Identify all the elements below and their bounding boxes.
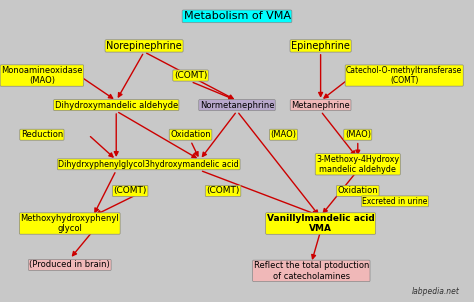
Text: 3-Methoxy-4Hydroxy
mandelic aldehyde: 3-Methoxy-4Hydroxy mandelic aldehyde xyxy=(316,155,399,174)
Text: (COMT): (COMT) xyxy=(113,186,147,195)
Text: Methoxyhydroxyphenyl
glycol: Methoxyhydroxyphenyl glycol xyxy=(20,214,119,233)
Text: Epinephrine: Epinephrine xyxy=(291,41,350,51)
Text: Vanillylmandelic acid
VMA: Vanillylmandelic acid VMA xyxy=(267,214,374,233)
Text: Normetanephrine: Normetanephrine xyxy=(200,101,274,110)
Text: labpedia.net: labpedia.net xyxy=(412,287,460,296)
Text: Metanephrine: Metanephrine xyxy=(291,101,350,110)
Text: Oxidation: Oxidation xyxy=(337,186,378,195)
Text: Oxidation: Oxidation xyxy=(170,130,211,139)
Text: Reflect the total ptoduction
of catecholamines: Reflect the total ptoduction of catechol… xyxy=(254,261,369,281)
Text: Excreted in urine: Excreted in urine xyxy=(362,197,428,206)
Text: (MAO): (MAO) xyxy=(345,130,371,139)
Text: (COMT): (COMT) xyxy=(206,186,240,195)
Text: Reduction: Reduction xyxy=(21,130,63,139)
Text: Dihydroxymandelic aldehyde: Dihydroxymandelic aldehyde xyxy=(55,101,178,110)
Text: (Produced in brain): (Produced in brain) xyxy=(29,260,110,269)
Text: (MAO): (MAO) xyxy=(271,130,296,139)
Text: Metabolism of VMA: Metabolism of VMA xyxy=(183,11,291,21)
Text: Norepinephrine: Norepinephrine xyxy=(106,41,182,51)
Text: (COMT): (COMT) xyxy=(174,71,207,80)
Text: Catechol-O-methyltransferase
(COMT): Catechol-O-methyltransferase (COMT) xyxy=(346,66,462,85)
Text: Monoamineoxidase
(MAO): Monoamineoxidase (MAO) xyxy=(1,66,82,85)
Text: Dihydrxyphenylglycol3hydroxymandelic acid: Dihydrxyphenylglycol3hydroxymandelic aci… xyxy=(58,160,239,169)
